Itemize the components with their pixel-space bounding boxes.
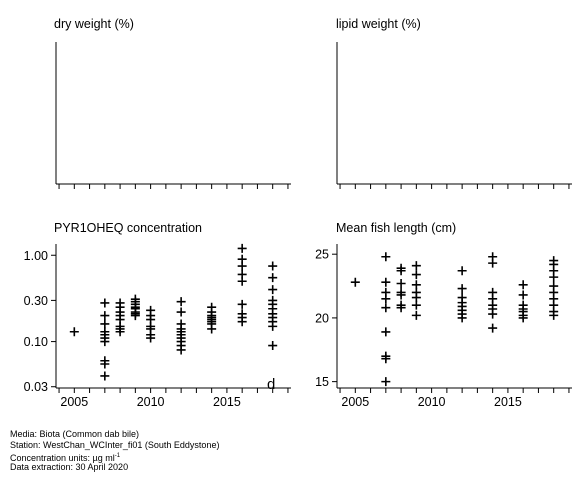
footer-media: Media: Biota (Common dab bile) — [10, 429, 140, 439]
data-point — [100, 298, 110, 308]
data-point — [396, 303, 406, 313]
y-tick-label: 0.03 — [24, 380, 48, 394]
data-point — [268, 341, 278, 351]
x-tick-label: 2015 — [213, 395, 241, 409]
panel-title: Mean fish length (cm) — [336, 221, 456, 235]
data-point — [549, 310, 559, 320]
data-point — [268, 285, 278, 295]
footer-units-exponent: -1 — [114, 453, 121, 459]
data-point — [237, 243, 247, 253]
data-point — [381, 327, 391, 337]
x-tick-label: 2010 — [418, 395, 446, 409]
y-tick-label: 1.00 — [24, 249, 48, 263]
data-point — [396, 279, 406, 289]
data-point — [100, 319, 110, 329]
data-point — [457, 266, 467, 276]
data-point — [207, 324, 217, 334]
data-point — [350, 277, 360, 287]
x-tick-label: 2005 — [60, 395, 88, 409]
data-point — [396, 266, 406, 276]
data-point — [237, 276, 247, 286]
panel-title: PYR1OHEQ concentration — [54, 221, 202, 235]
footer-units-text: Concentration units: µg ml — [10, 453, 115, 463]
y-tick-label: 0.10 — [24, 335, 48, 349]
y-tick-label: 20 — [315, 311, 329, 325]
data-point — [100, 371, 110, 381]
data-point — [381, 303, 391, 313]
data-point — [69, 327, 79, 337]
data-point — [411, 280, 421, 290]
data-point — [146, 333, 156, 343]
data-point — [381, 354, 391, 364]
footer-station: Station: WestChan_WCInter_fi01 (South Ed… — [10, 440, 220, 450]
data-point — [268, 273, 278, 283]
data-point — [518, 280, 528, 290]
data-point — [381, 277, 391, 287]
data-point — [176, 307, 186, 317]
data-point — [488, 258, 498, 268]
annotation-label: d — [267, 376, 275, 393]
data-point — [411, 310, 421, 320]
data-point — [237, 261, 247, 271]
data-point — [268, 261, 278, 271]
footer-extraction: Data extraction: 30 April 2020 — [10, 462, 129, 472]
panel-title: dry weight (%) — [54, 17, 134, 31]
data-point — [488, 323, 498, 333]
data-point — [549, 272, 559, 282]
data-point — [411, 270, 421, 280]
data-point — [518, 313, 528, 323]
data-point — [411, 261, 421, 271]
data-point — [268, 321, 278, 331]
footer-units: Concentration units: µg ml-1 — [10, 451, 120, 464]
data-point — [381, 294, 391, 304]
data-point — [237, 299, 247, 309]
data-point — [396, 290, 406, 300]
data-point — [237, 317, 247, 327]
y-tick-label: 0.30 — [24, 294, 48, 308]
x-tick-label: 2005 — [341, 395, 369, 409]
data-point — [100, 359, 110, 369]
data-point — [411, 293, 421, 303]
y-tick-label: 25 — [315, 248, 329, 262]
y-tick-label: 15 — [315, 375, 329, 389]
data-point — [100, 311, 110, 321]
data-point — [457, 313, 467, 323]
data-point — [100, 337, 110, 347]
data-point — [381, 252, 391, 262]
data-point — [176, 345, 186, 355]
data-point — [115, 327, 125, 337]
data-point — [488, 309, 498, 319]
data-point — [411, 300, 421, 310]
x-tick-label: 2010 — [137, 395, 165, 409]
data-point — [457, 284, 467, 294]
data-point — [176, 297, 186, 307]
data-point — [518, 290, 528, 300]
data-point — [381, 377, 391, 387]
panel-title: lipid weight (%) — [336, 17, 421, 31]
data-point — [130, 311, 140, 321]
x-tick-label: 2015 — [494, 395, 522, 409]
